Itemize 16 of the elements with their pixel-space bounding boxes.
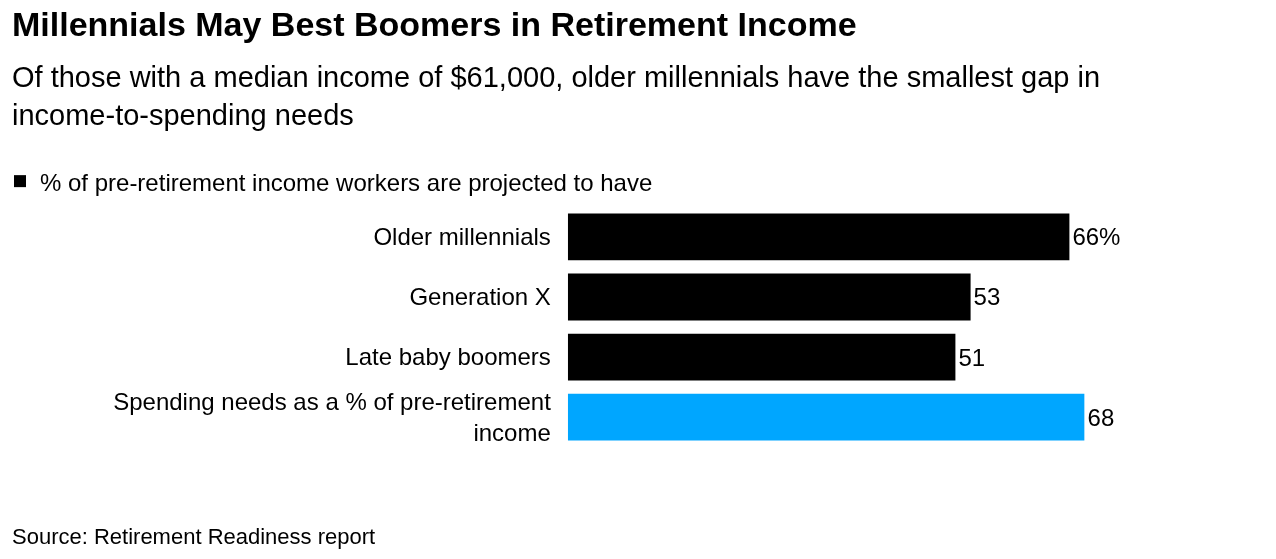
chart-title: Millennials May Best Boomers in Retirement Income	[12, 5, 857, 43]
legend-label: % of pre-retirement income workers are projected to have	[40, 168, 653, 196]
y-tick-label: Spending needs as a % of pre-retirement income	[113, 387, 552, 447]
y-tick-label: Late baby boomers	[345, 343, 551, 371]
source-note: Source: Retirement Readiness report	[12, 524, 376, 549]
bar	[567, 393, 1085, 441]
data-label: 53	[973, 283, 1001, 311]
data-label: 68	[1087, 403, 1115, 431]
data-label: 51	[958, 343, 986, 371]
chart-subtitle: Of those with a median income of $61,000, older millennials have the smallest gap in income-to-spending needs	[12, 61, 1101, 131]
bar	[567, 273, 971, 321]
y-tick-label: Older millennials	[373, 223, 551, 251]
bar	[567, 213, 1070, 261]
bar	[567, 333, 956, 381]
y-tick-label: Generation X	[409, 283, 551, 311]
data-label: 66%	[1072, 223, 1121, 251]
